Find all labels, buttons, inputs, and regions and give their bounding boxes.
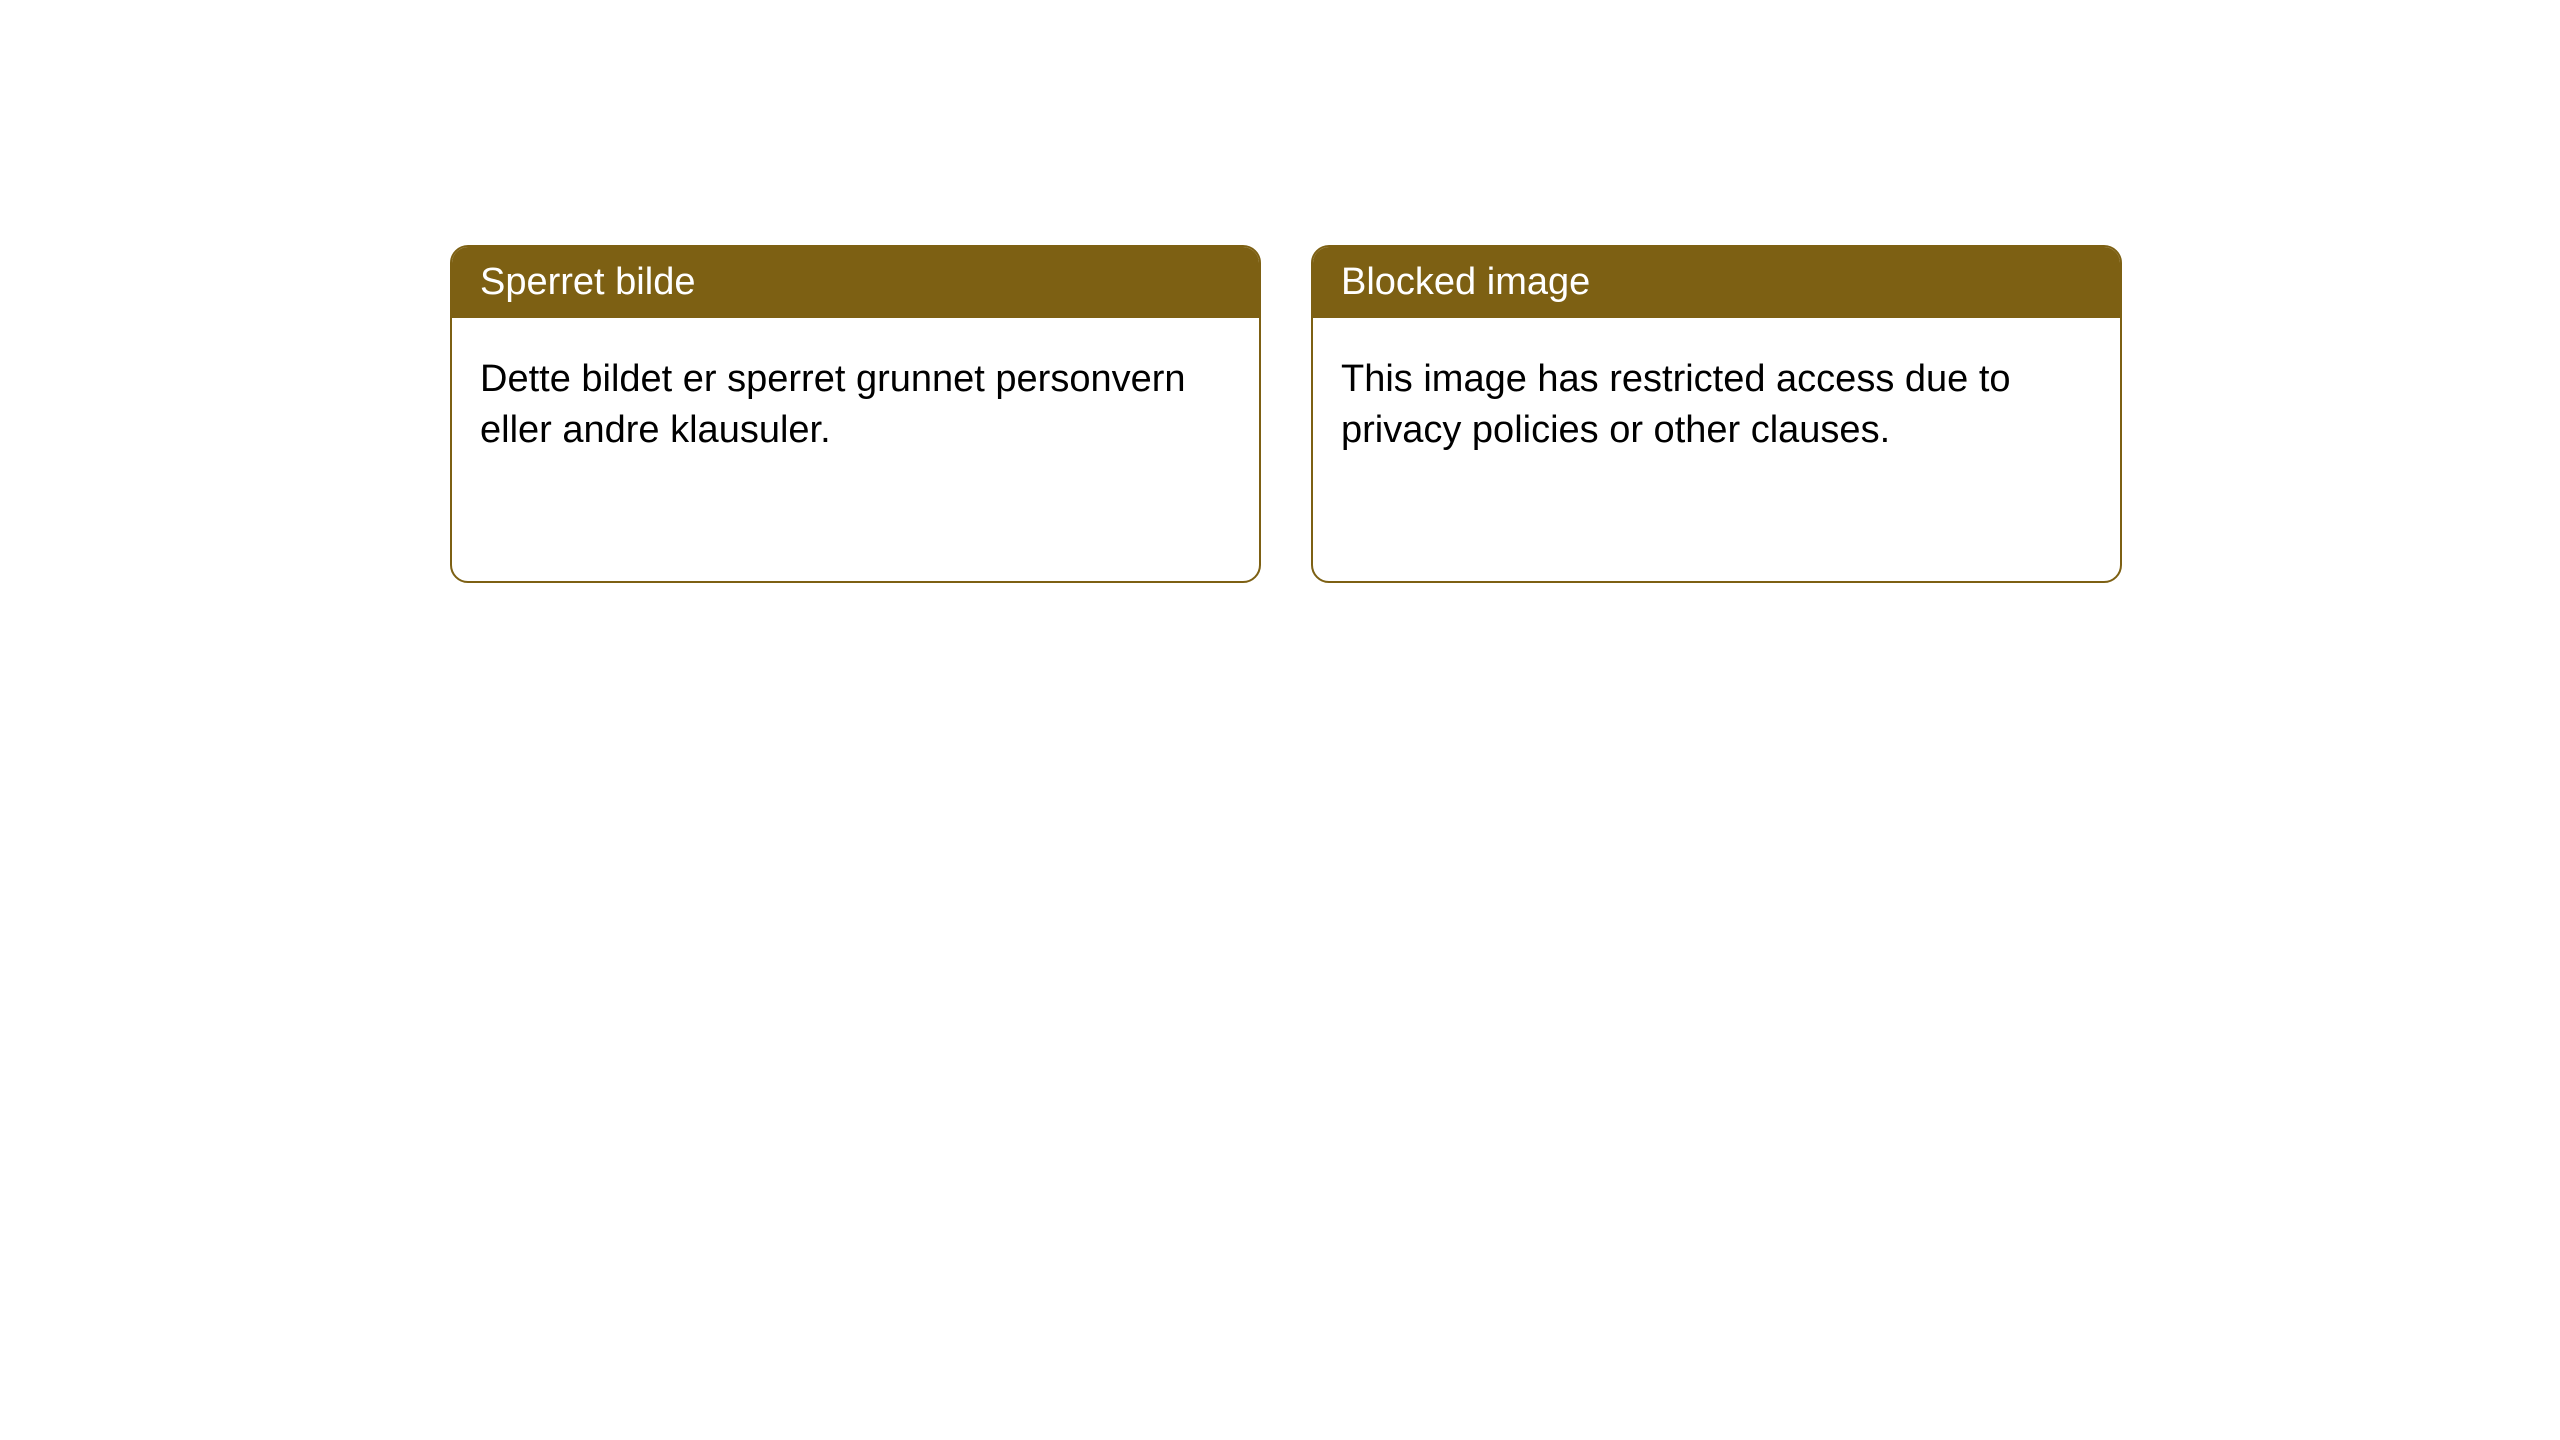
notice-card-norwegian: Sperret bilde Dette bildet er sperret gr… bbox=[450, 245, 1261, 583]
card-body-english: This image has restricted access due to … bbox=[1313, 318, 2120, 493]
notice-card-english: Blocked image This image has restricted … bbox=[1311, 245, 2122, 583]
card-header-norwegian: Sperret bilde bbox=[452, 247, 1259, 318]
notice-cards-container: Sperret bilde Dette bildet er sperret gr… bbox=[450, 245, 2122, 583]
card-header-english: Blocked image bbox=[1313, 247, 2120, 318]
card-body-norwegian: Dette bildet er sperret grunnet personve… bbox=[452, 318, 1259, 493]
